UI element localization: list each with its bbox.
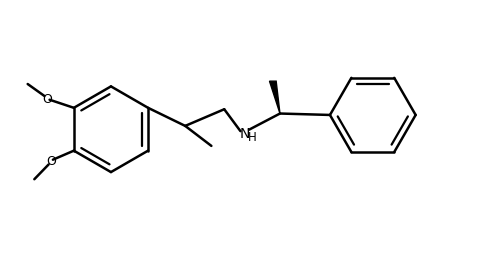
Text: H: H <box>248 131 257 144</box>
Text: O: O <box>43 93 53 106</box>
Polygon shape <box>270 81 280 114</box>
Text: O: O <box>46 155 56 168</box>
Text: N: N <box>240 127 250 141</box>
